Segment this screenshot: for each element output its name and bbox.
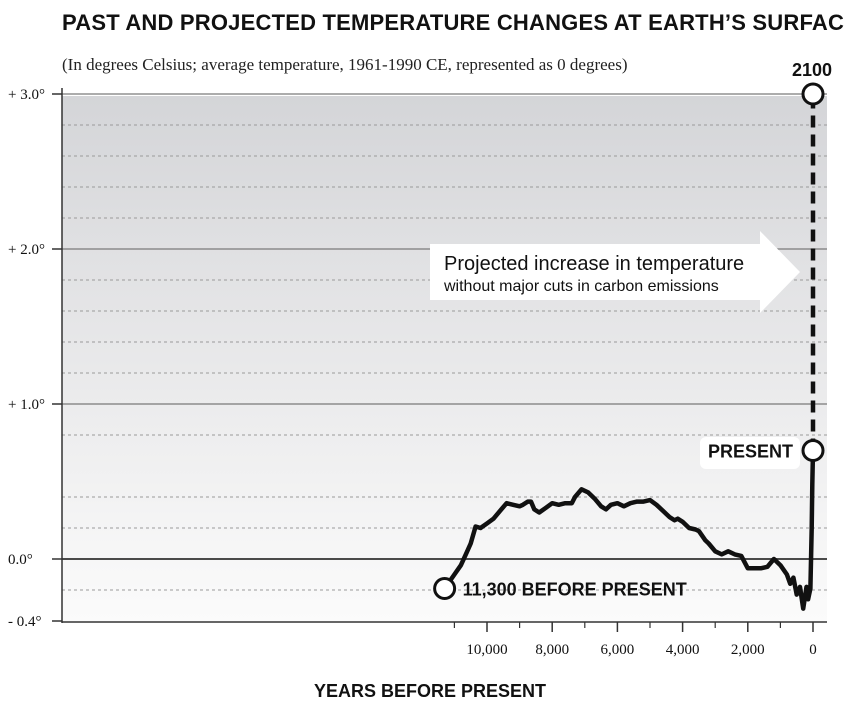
x-tick-label: 10,000 — [466, 642, 507, 658]
arrow-label-line2: without major cuts in carbon emissions — [443, 278, 719, 295]
annotation-label-start: 11,300 BEFORE PRESENT — [463, 579, 687, 599]
x-tick-label: 4,000 — [666, 642, 700, 658]
annotation-marker — [433, 576, 457, 600]
annotation-marker — [801, 439, 825, 462]
data-series — [442, 94, 816, 611]
projection-arrow: Projected increase in temperature withou… — [430, 231, 800, 313]
x-tick-label: 6,000 — [601, 642, 635, 658]
temperature-line — [442, 448, 816, 611]
y-tick-label: + 1.0° — [8, 397, 45, 413]
chart-title: PAST AND PROJECTED TEMPERATURE CHANGES A… — [62, 10, 844, 35]
y-tick-label: + 2.0° — [8, 242, 45, 258]
chart-subtitle: (In degrees Celsius; average temperature… — [62, 55, 628, 74]
x-axis-label: YEARS BEFORE PRESENT — [314, 681, 546, 701]
plot-background — [62, 96, 827, 621]
annotations: 11,300 BEFORE PRESENT PRESENT 2100 — [433, 60, 832, 600]
axes: + 3.0° + 2.0° + 1.0° 0.0° - 0.4° 10,000 8,000 6… — [8, 87, 827, 658]
annotation-label-2100: 2100 — [792, 60, 832, 80]
x-tick-label: 2,000 — [731, 642, 765, 658]
y-tick-label: 0.0° — [8, 552, 33, 568]
arrow-label-line1: Projected increase in temperature — [444, 253, 744, 275]
arrow-shape — [430, 231, 800, 313]
x-tick-label: 0 — [809, 642, 817, 658]
x-tick-label: 8,000 — [535, 642, 569, 658]
y-tick-label: - 0.4° — [8, 614, 42, 630]
annotation-marker — [801, 82, 825, 106]
annotation-label-present: PRESENT — [708, 442, 793, 462]
present-label-bg — [700, 437, 800, 469]
y-tick-label: + 3.0° — [8, 87, 45, 103]
